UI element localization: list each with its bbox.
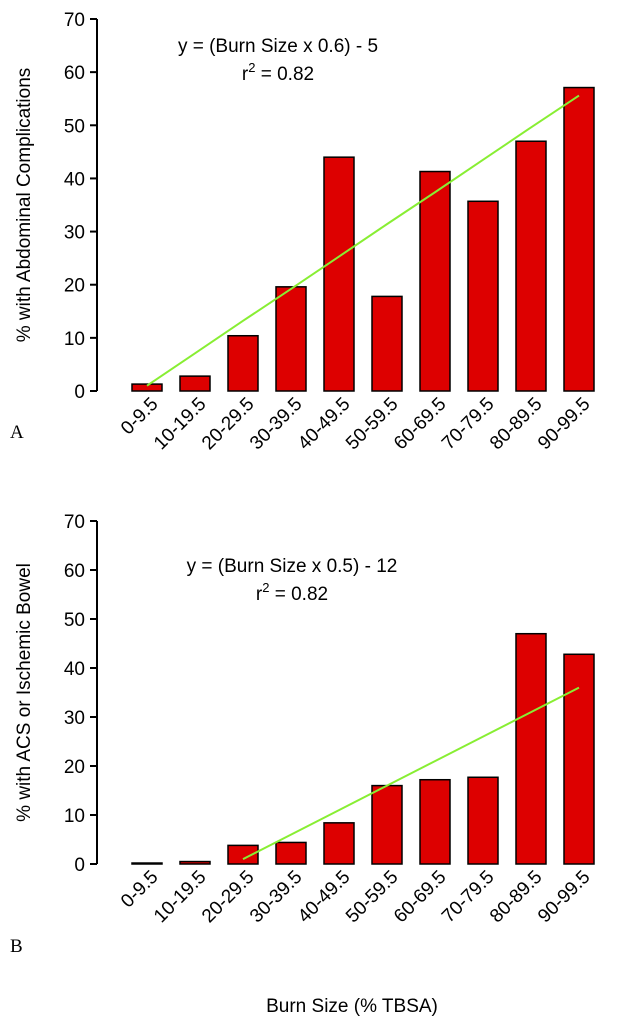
y-tick-label: 10: [64, 329, 85, 350]
x-tick-label: 80-89.5: [486, 394, 546, 454]
x-tick-label: 40-49.5: [294, 867, 354, 927]
x-tick-label: 60-69.5: [390, 867, 450, 927]
superscript: 2: [262, 580, 269, 595]
y-tick-label: 40: [64, 659, 85, 680]
bar: [563, 653, 595, 865]
equation: y = (Burn Size x 0.6) - 5: [178, 36, 378, 57]
x-tick-label: 20-29.5: [198, 394, 258, 454]
x-tick-label: 30-39.5: [246, 867, 306, 927]
bar: [419, 170, 451, 392]
fit: = 0.82: [255, 64, 314, 85]
bar: [323, 156, 355, 392]
bar: [179, 860, 211, 865]
panel-label: B: [10, 936, 23, 957]
y-axis-label: % with ACS or Ischemic Bowel: [14, 563, 35, 822]
trend-line: [146, 94, 580, 387]
x-tick-label: 40-49.5: [294, 394, 354, 454]
equation: y = (Burn Size x 0.5) - 12: [187, 556, 398, 577]
bar: [515, 140, 547, 392]
x-tick-label: 20-29.5: [198, 867, 258, 927]
bar: [275, 286, 307, 392]
r-squared: r2 = 0.82: [256, 580, 328, 605]
trend-line: [242, 686, 580, 860]
y-tick-label: 30: [64, 708, 85, 729]
x-tick-label: 10-19.5: [150, 394, 210, 454]
y-tick-label: 40: [64, 169, 85, 190]
y-tick-label: 10: [64, 806, 85, 827]
r-squared: r2 = 0.82: [242, 60, 314, 85]
r: r: [256, 584, 263, 605]
bar: [467, 200, 499, 392]
fit: = 0.82: [269, 584, 328, 605]
bar: [371, 295, 403, 392]
bar: [227, 334, 259, 392]
y-tick-label: 50: [64, 116, 85, 137]
bar: [515, 632, 547, 865]
y-tick-label: 70: [64, 10, 85, 31]
panel-label: A: [10, 422, 24, 443]
y-tick-label: 60: [64, 561, 85, 582]
bar: [179, 375, 211, 392]
x-tick-label: 70-79.5: [438, 867, 498, 927]
y-tick-label: 0: [74, 855, 85, 876]
y-axis-label: % with Abdominal Complications: [14, 68, 35, 343]
bar: [467, 776, 499, 865]
bar: [131, 862, 163, 865]
x-axis-label: Burn Size (% TBSA): [266, 996, 438, 1017]
bar: [419, 778, 451, 865]
x-tick-label: 10-19.5: [150, 867, 210, 927]
bar: [275, 841, 307, 865]
bar: [131, 383, 163, 392]
y-tick-label: 20: [64, 276, 85, 297]
y-tick-label: 50: [64, 610, 85, 631]
y-tick-label: 0: [74, 382, 85, 403]
x-tick-label: 90-99.5: [534, 394, 594, 454]
x-tick-label: 50-59.5: [342, 394, 402, 454]
bar: [227, 844, 259, 865]
x-tick-label: 80-89.5: [486, 867, 546, 927]
x-tick-label: 30-39.5: [246, 394, 306, 454]
x-tick-label: 90-99.5: [534, 867, 594, 927]
y-tick-label: 30: [64, 223, 85, 244]
superscript: 2: [248, 60, 255, 75]
y-tick-label: 60: [64, 63, 85, 84]
x-tick-label: 70-79.5: [438, 394, 498, 454]
y-tick-label: 70: [64, 512, 85, 533]
x-tick-label: 50-59.5: [342, 867, 402, 927]
x-tick-label: 60-69.5: [390, 394, 450, 454]
r: r: [242, 64, 249, 85]
bar: [371, 784, 403, 865]
bar: [563, 86, 595, 392]
y-tick-label: 20: [64, 757, 85, 778]
bar: [323, 822, 355, 865]
